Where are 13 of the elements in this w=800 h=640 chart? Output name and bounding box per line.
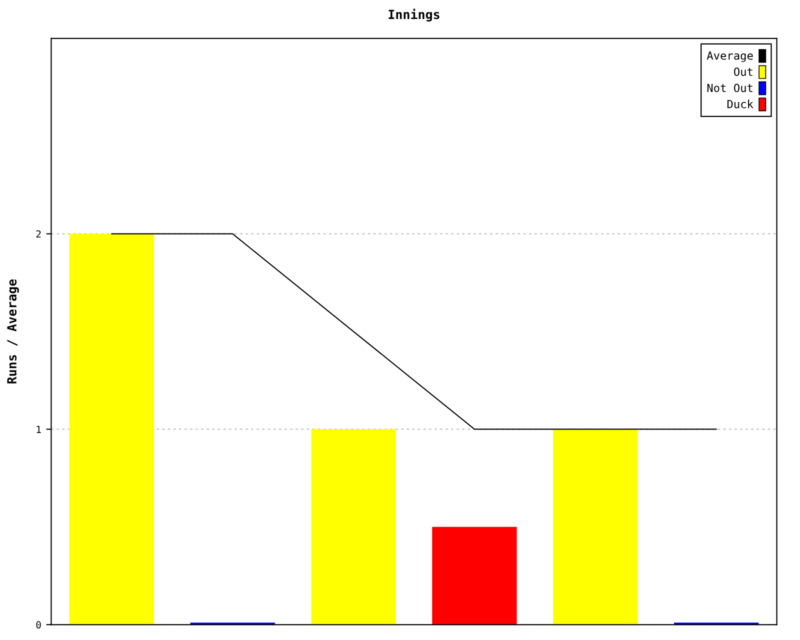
legend-label: Duck <box>727 100 754 108</box>
chart-title: Innings <box>388 8 440 22</box>
y-tick-label: 2 <box>36 230 41 238</box>
legend-label: Average <box>706 52 753 62</box>
bar <box>311 429 396 625</box>
y-tick-label: 0 <box>36 621 41 628</box>
y-axis-title: Runs / Average <box>7 279 19 384</box>
bar <box>432 526 517 625</box>
bar <box>553 429 638 625</box>
legend-label: Out <box>734 68 752 76</box>
legend-label: Not Out <box>707 84 752 92</box>
bar <box>69 234 154 625</box>
y-tick-label: 1 <box>36 426 41 433</box>
